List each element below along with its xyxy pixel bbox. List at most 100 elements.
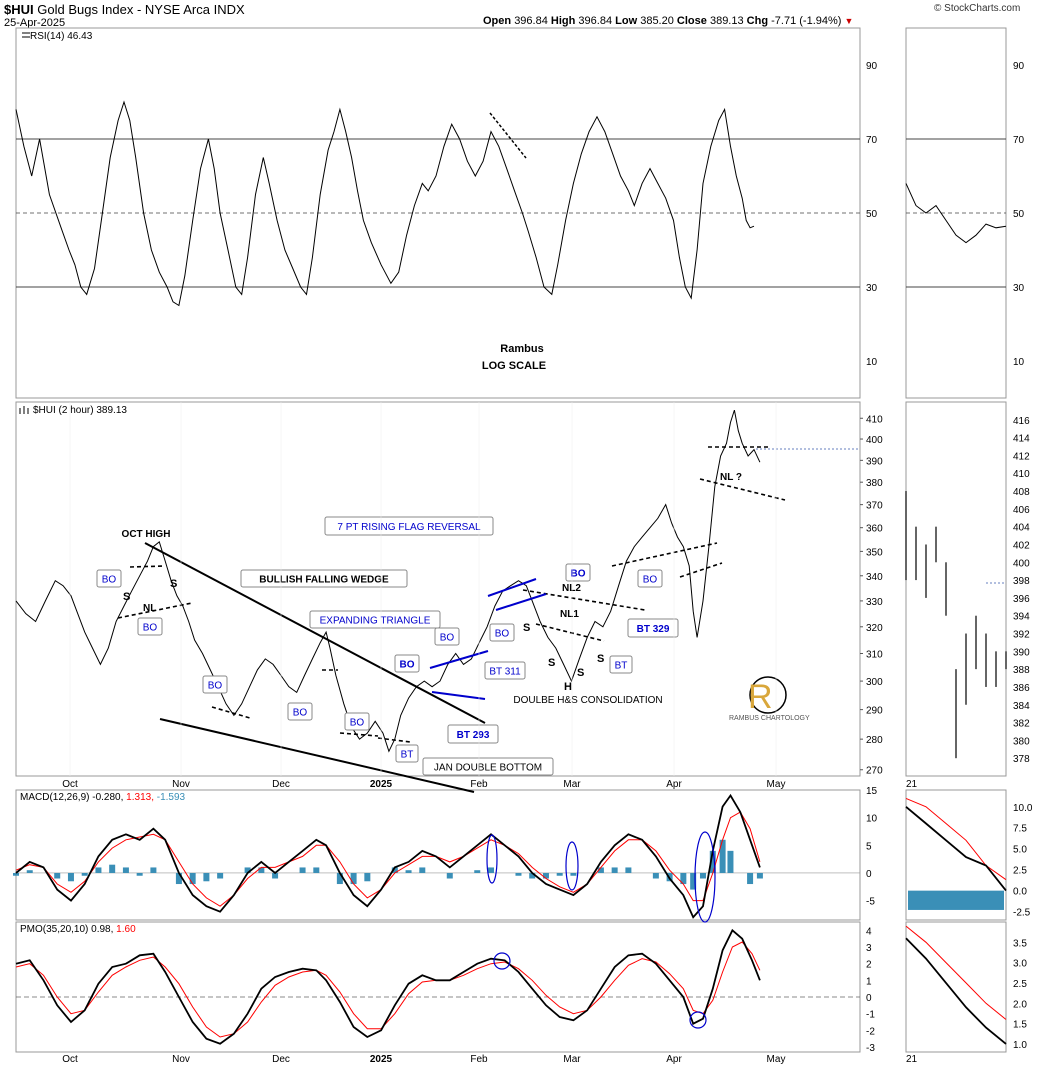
macd-inset-signal (905, 797, 1007, 881)
price-x-label: May (767, 779, 786, 790)
macd-tick-label: 15 (866, 786, 878, 797)
price-tick-label: 350 (866, 547, 883, 558)
dashed-neckline (211, 706, 251, 719)
inset-frame-price (905, 401, 1007, 777)
rsi-inset-tick-label: 30 (1013, 283, 1025, 294)
dashed-neckline (522, 589, 646, 611)
price-tick-label: 300 (866, 677, 883, 688)
low-value: 385.20 (640, 15, 674, 27)
dashed-neckline (535, 623, 605, 642)
bo-label-box (394, 654, 420, 673)
price-inset-tick-label: 410 (1013, 469, 1030, 480)
macd-legend-hist: -1.593 (157, 792, 186, 803)
macd-histogram-bar (391, 867, 398, 873)
rsi-legend: RSI(14) 46.43 (30, 31, 93, 42)
panel-frame-price (15, 401, 861, 777)
macd-histogram-bar (727, 850, 734, 873)
macd-tick-label: 10 (866, 814, 878, 825)
inset-frame-macd (905, 789, 1007, 921)
bo-label-box (489, 623, 515, 642)
macd-histogram-bar (570, 872, 577, 876)
high-label: High (550, 15, 576, 27)
rsi-inset-tick-label: 70 (1013, 135, 1025, 146)
price-inset-tick-label: 408 (1013, 487, 1030, 498)
price-inset-tick-label: 390 (1013, 647, 1030, 658)
macd-histogram-bar (258, 867, 265, 873)
price-x-label: Oct (62, 779, 78, 790)
pmo-legend-value: PMO(35,20,10) 0.98, (20, 924, 116, 935)
panel-frame-pmo (15, 921, 861, 1053)
pmo-line (15, 928, 761, 1045)
bo-label: BO (400, 660, 415, 671)
pmo-legend: PMO(35,20,10) 0.98, 1.60 (20, 924, 136, 935)
pmo-x-label: Dec (272, 1054, 290, 1065)
macd-inset-line (905, 806, 1007, 892)
bo-label: BO (293, 708, 308, 719)
pmo-inset-tick-label: 1.5 (1013, 1020, 1027, 1031)
pmo-tick-label: 1 (866, 976, 872, 987)
bt-label: BT (615, 661, 628, 672)
macd-histogram-bar (709, 850, 716, 873)
macd-legend: MACD(12,26,9) -0.280, 1.313, -1.593 (20, 792, 186, 803)
s-shoulder-label: S (577, 667, 584, 679)
falling-wedge-label: BULLISH FALLING WEDGE (259, 575, 389, 586)
s-shoulder-label: S (597, 653, 604, 665)
inset-x-label: 21 (906, 779, 918, 790)
exchange: INDX (213, 2, 245, 17)
bo-label: BO (643, 575, 658, 586)
dashed-neckline (699, 478, 786, 501)
price-inset-tick-label: 402 (1013, 540, 1030, 551)
chg-value: -7.71 (-1.94%) (771, 15, 842, 27)
bt-329-label-box (627, 618, 679, 638)
dashed-neckline (679, 562, 723, 578)
macd-highlight-ellipse (486, 834, 498, 884)
open-label: Open (483, 15, 512, 27)
macd-histogram-bar (405, 870, 412, 873)
macd-signal-line (15, 811, 761, 907)
rsi-inset-tick-label: 90 (1013, 61, 1025, 72)
bo-label-box (96, 569, 122, 588)
rambus-label: Rambus (500, 343, 543, 355)
panel-frame-macd (15, 789, 861, 921)
macd-histogram-bar (122, 867, 129, 873)
bt-label-box (395, 744, 419, 763)
macd-histogram-bar (350, 872, 357, 885)
price-tick-label: 410 (866, 414, 883, 425)
h-head-label: H (564, 681, 572, 693)
rising-flag-label-box (324, 516, 494, 536)
pmo-tick-label: -3 (866, 1043, 875, 1054)
price-x-label: Feb (470, 779, 488, 790)
expanding-triangle-label-box (309, 610, 441, 629)
macd-histogram-bar (67, 872, 74, 882)
pmo-tick-label: 2 (866, 960, 872, 971)
macd-highlight-ellipse (565, 841, 579, 891)
price-legend-icon (19, 406, 29, 414)
nl-q-label: NL ? (720, 472, 742, 483)
macd-inset-tick-label: 10.0 (1013, 803, 1033, 814)
rsi-legend-icon (22, 32, 30, 38)
rsi-tick-label: 70 (866, 135, 878, 146)
macd-histogram-bar (419, 867, 426, 873)
macd-inset-tick-label: 5.0 (1013, 845, 1027, 856)
macd-inset-histogram (908, 890, 1004, 910)
logo-circle (749, 676, 787, 714)
double-hs-label: DOULBE H&S CONSOLIDATION (513, 695, 662, 706)
symbol: $HUI (4, 2, 34, 17)
blue-trendline (429, 650, 489, 669)
s-shoulder-label: S (523, 622, 530, 634)
price-inset-tick-label: 416 (1013, 416, 1030, 427)
price-tick-label: 330 (866, 597, 883, 608)
macd-histogram-bar (446, 872, 453, 879)
pmo-legend-signal: 1.60 (116, 924, 136, 935)
bt-label-box (609, 655, 633, 674)
macd-histogram-bar (272, 872, 279, 879)
price-inset-tick-label: 404 (1013, 523, 1030, 534)
price-x-label: Dec (272, 779, 290, 790)
pmo-highlight-circle (689, 1011, 707, 1029)
macd-histogram-bar (26, 870, 33, 873)
pmo-x-label: Oct (62, 1054, 78, 1065)
blue-trendline (495, 593, 547, 611)
bo-label: BO (350, 718, 365, 729)
pmo-highlight-circle (493, 952, 511, 970)
